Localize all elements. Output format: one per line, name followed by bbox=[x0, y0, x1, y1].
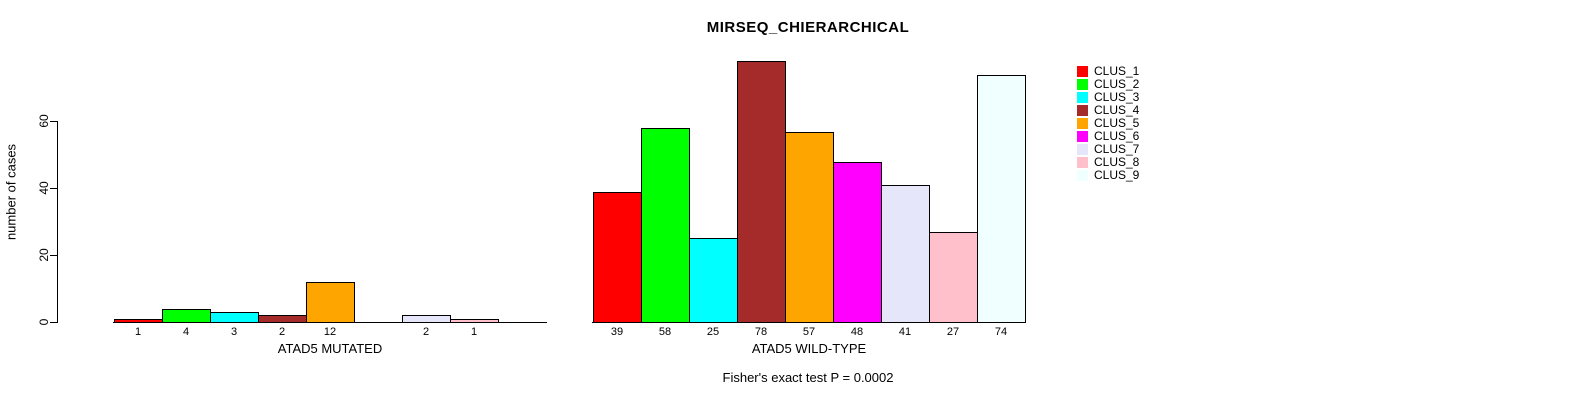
bar-clus_1 bbox=[593, 192, 642, 323]
bar-value-label: 2 bbox=[278, 326, 286, 338]
bar-clus_5 bbox=[785, 132, 834, 323]
bar-clus_2 bbox=[162, 309, 211, 323]
x-axis-group-label: ATAD5 MUTATED bbox=[277, 341, 383, 356]
legend-swatch-clus_7 bbox=[1077, 144, 1088, 155]
bar-clus_9 bbox=[977, 75, 1026, 323]
bar-clus_3 bbox=[210, 312, 259, 323]
bar-value-label: 3 bbox=[230, 326, 238, 338]
legend-swatch-clus_6 bbox=[1077, 131, 1088, 142]
y-tick-label: 40 bbox=[37, 181, 51, 195]
bar-clus_4 bbox=[737, 61, 786, 323]
legend-label-clus_2: CLUS_2 bbox=[1094, 77, 1140, 91]
bar-clus_6 bbox=[833, 162, 882, 323]
legend-label-clus_3: CLUS_3 bbox=[1094, 90, 1140, 104]
bar-value-label: 74 bbox=[994, 326, 1008, 338]
bar-clus_2 bbox=[641, 128, 690, 323]
bar-clus_8 bbox=[450, 319, 499, 323]
legend-label-clus_5: CLUS_5 bbox=[1094, 116, 1140, 130]
bar-value-label: 4 bbox=[182, 326, 190, 338]
legend-label-clus_9: CLUS_9 bbox=[1094, 168, 1140, 182]
bar-value-label: 39 bbox=[610, 326, 624, 338]
legend-label-clus_7: CLUS_7 bbox=[1094, 142, 1140, 156]
bar-clus_4 bbox=[258, 315, 307, 323]
y-tick-label: 20 bbox=[37, 248, 51, 262]
bar-value-label: 41 bbox=[898, 326, 912, 338]
bar-clus_3 bbox=[689, 238, 738, 323]
legend-swatch-clus_2 bbox=[1077, 79, 1088, 90]
legend-swatch-clus_1 bbox=[1077, 66, 1088, 77]
y-tick-mark bbox=[50, 121, 57, 122]
legend-label-clus_4: CLUS_4 bbox=[1094, 103, 1140, 117]
bar-value-label: 48 bbox=[850, 326, 864, 338]
bar-clus_1 bbox=[114, 319, 163, 323]
legend-swatch-clus_9 bbox=[1077, 170, 1088, 181]
bar-clus_7 bbox=[881, 185, 930, 323]
y-tick-mark bbox=[50, 255, 57, 256]
y-tick-label: 0 bbox=[37, 318, 51, 326]
legend-swatch-clus_5 bbox=[1077, 118, 1088, 129]
y-tick-label: 60 bbox=[37, 114, 51, 128]
legend-label-clus_8: CLUS_8 bbox=[1094, 155, 1140, 169]
bar-clus_5 bbox=[306, 282, 355, 323]
y-axis-line bbox=[57, 121, 58, 323]
bar-value-label: 27 bbox=[946, 326, 960, 338]
bar-value-label: 78 bbox=[754, 326, 768, 338]
bar-value-label: 58 bbox=[658, 326, 672, 338]
x-axis-group-label: ATAD5 WILD-TYPE bbox=[751, 341, 867, 356]
legend-label-clus_1: CLUS_1 bbox=[1094, 64, 1140, 78]
legend-swatch-clus_4 bbox=[1077, 105, 1088, 116]
y-tick-mark bbox=[50, 188, 57, 189]
bar-clus_8 bbox=[929, 232, 978, 323]
footnote-fisher-test: Fisher's exact test P = 0.0002 bbox=[722, 370, 894, 385]
bar-clus_7 bbox=[402, 315, 451, 323]
legend-label-clus_6: CLUS_6 bbox=[1094, 129, 1140, 143]
legend-swatch-clus_8 bbox=[1077, 157, 1088, 168]
y-axis-label: number of cases bbox=[3, 143, 19, 241]
bar-value-label: 25 bbox=[706, 326, 720, 338]
bar-value-label: 2 bbox=[422, 326, 430, 338]
bar-value-label: 1 bbox=[470, 326, 478, 338]
bar-value-label: 57 bbox=[802, 326, 816, 338]
bar-value-label: 1 bbox=[134, 326, 142, 338]
bar-value-label: 12 bbox=[323, 326, 337, 338]
legend-swatch-clus_3 bbox=[1077, 92, 1088, 103]
y-tick-mark bbox=[50, 322, 57, 323]
chart-title: MIRSEQ_CHIERARCHICAL bbox=[706, 19, 910, 36]
